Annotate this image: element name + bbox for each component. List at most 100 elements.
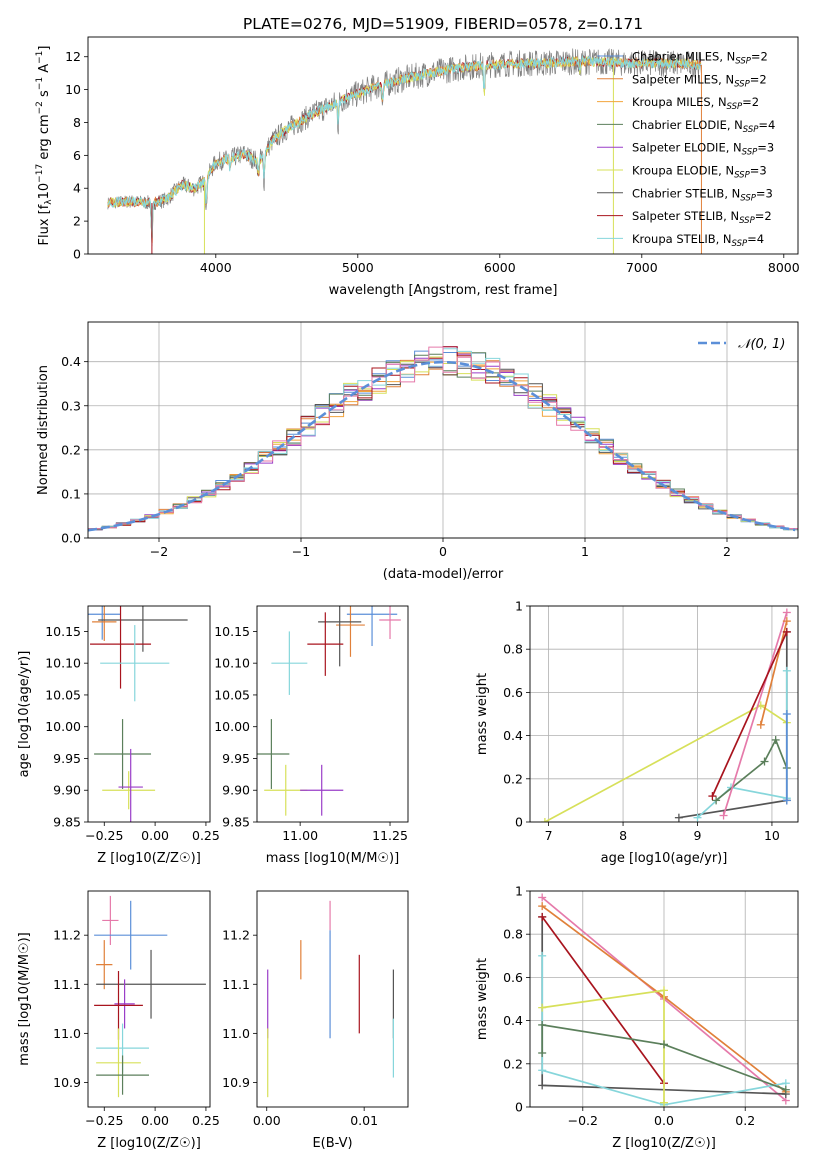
plot-area [538, 893, 790, 1107]
y-tick-label: 11.1 [53, 977, 81, 992]
legend-label: Salpeter MILES, NSSP=2 [632, 72, 767, 89]
x-axis-label: wavelength [Angstrom, rest frame] [329, 283, 558, 298]
plus-marker [782, 608, 791, 617]
plus-marker [538, 902, 547, 911]
legend: 𝒩(0, 1) [698, 337, 785, 352]
legend-label: Salpeter STELIB, NSSP=2 [632, 209, 772, 226]
mass-weight-series [722, 612, 788, 816]
y-tick-label: 10.9 [53, 1075, 81, 1090]
y-tick-label: 10.00 [45, 719, 81, 734]
y-tick-label: 10.9 [222, 1075, 250, 1090]
y-tick-label: 0 [515, 815, 523, 830]
y-tick-label: 9.90 [222, 783, 250, 798]
axes: −0.25 0.00 0.25 9.85 9.90 9.95 10.00 10.05 10.10… [45, 605, 220, 843]
legend-label: 𝒩(0, 1) [738, 337, 785, 352]
errorbar-point [307, 612, 344, 676]
x-tick-label: 11.25 [372, 828, 408, 843]
errorbar-point [271, 631, 308, 695]
x-tick-label: 0.25 [192, 1113, 220, 1128]
errorbar-point [379, 606, 401, 640]
plus-marker [538, 1020, 547, 1029]
plus-marker [712, 796, 721, 805]
x-axis-label: Z [log10(Z/Z☉)] [97, 1136, 201, 1151]
chart-mass_vs_ebv: 0.00 0.01 10.9 11.0 11.1 11.2 E(B-V) [222, 890, 409, 1151]
plus-marker [782, 617, 791, 626]
axes-frame [256, 890, 409, 1108]
mass-weight-series [759, 620, 788, 726]
plot-area [107, 48, 702, 254]
y-tick-label: 9.95 [53, 751, 81, 766]
plus-marker [660, 1098, 668, 1107]
y-tick-label: 0.3 [61, 398, 81, 413]
errorbar-point [257, 719, 290, 789]
mass-weight-series [715, 737, 788, 802]
axes: 4000 5000 6000 7000 8000 0 2 4 6 8 10 12 [65, 36, 800, 275]
x-tick-label: 0.00 [141, 1113, 169, 1128]
axes-frame [87, 890, 211, 1108]
errorbar-point [346, 606, 398, 647]
plus-marker [660, 1040, 668, 1049]
x-axis-label: Z [log10(Z/Z☉)] [612, 1136, 716, 1151]
y-tick-label: 4 [73, 181, 81, 196]
x-tick-label: 7000 [626, 260, 658, 275]
y-tick-label: 0.1 [61, 486, 81, 501]
y-tick-label: 11.0 [53, 1026, 81, 1041]
y-tick-label: 2 [73, 214, 81, 229]
errorbar-point [92, 606, 117, 641]
mass-weight-series [541, 1023, 787, 1091]
x-tick-label: 10 [764, 828, 780, 843]
axes: −0.25 0.00 0.25 10.9 11.0 11.1 11.2 [53, 890, 220, 1128]
errorbar-point [96, 949, 206, 1019]
axes-frame [529, 890, 799, 1108]
x-axis-label: age [log10(age/yr)] [601, 851, 728, 866]
x-axis-label: E(B-V) [312, 1136, 352, 1151]
errorbar-point [90, 606, 152, 689]
y-tick-label: 11.0 [222, 1026, 250, 1041]
y-axis-label: mass weight [475, 958, 490, 1040]
axes: −0.2 0.0 0.2 0 0.2 0.4 0.6 0.8 1 [503, 884, 799, 1128]
x-tick-label: 0.25 [192, 828, 220, 843]
y-tick-label: 0.0 [61, 531, 81, 546]
x-tick-label: 0 [439, 544, 447, 559]
y-tick-label: 10.00 [214, 719, 250, 734]
mass-weight-series [544, 704, 788, 822]
y-tick-label: 0 [515, 1100, 523, 1115]
errorbar-point [318, 606, 362, 667]
plus-marker [674, 813, 683, 822]
y-tick-label: 11.2 [53, 928, 81, 943]
chart-weight_vs_age: 7 8 9 10 0 0.2 0.4 0.6 0.8 1 age [log10(age/yr)] ma… [475, 599, 799, 866]
x-tick-label: 5000 [342, 260, 374, 275]
x-tick-label: −0.25 [85, 828, 123, 843]
plus-marker [782, 796, 791, 805]
plus-marker [782, 710, 791, 718]
plus-marker [719, 811, 728, 820]
legend-label: Kroupa MILES, NSSP=2 [632, 95, 759, 112]
legend-label: Chabrier STELIB, NSSP=3 [632, 186, 773, 203]
x-tick-label: −0.25 [85, 1113, 123, 1128]
axes-frame [87, 605, 211, 823]
plus-marker [538, 1066, 547, 1075]
y-tick-label: 0.2 [61, 442, 81, 457]
y-tick-label: 0.8 [503, 642, 523, 657]
y-axis-label: mass weight [475, 673, 490, 755]
chart-age_vs_mass: 11.00 11.25 9.85 9.90 9.95 10.00 10.05 10.10 10.… [214, 605, 409, 866]
errorbar-point [94, 719, 152, 789]
plus-marker [538, 912, 547, 921]
x-tick-label: 11.00 [282, 828, 318, 843]
y-tick-label: 8 [73, 115, 81, 130]
y-tick-label: 12 [65, 49, 81, 64]
x-tick-label: 4000 [200, 260, 232, 275]
y-axis-label: Normed distribution [36, 365, 51, 495]
y-tick-label: 9.85 [53, 815, 81, 830]
legend-label: Kroupa ELODIE, NSSP=3 [632, 164, 767, 181]
axes: 11.00 11.25 9.85 9.90 9.95 10.00 10.05 10.10 10.… [214, 605, 409, 843]
mass-weight-series [678, 631, 788, 819]
axes: 0.00 0.01 10.9 11.0 11.1 11.2 [222, 890, 409, 1128]
errorbar-point [102, 771, 156, 810]
plus-marker [708, 792, 717, 801]
y-tick-label: 0.6 [503, 970, 523, 985]
plus-marker [540, 818, 549, 822]
chart-weight_vs_Z: −0.2 0.0 0.2 0 0.2 0.4 0.6 0.8 1 Z [log10(Z/Z☉)] m… [475, 884, 799, 1151]
errorbar-point [96, 1055, 149, 1095]
